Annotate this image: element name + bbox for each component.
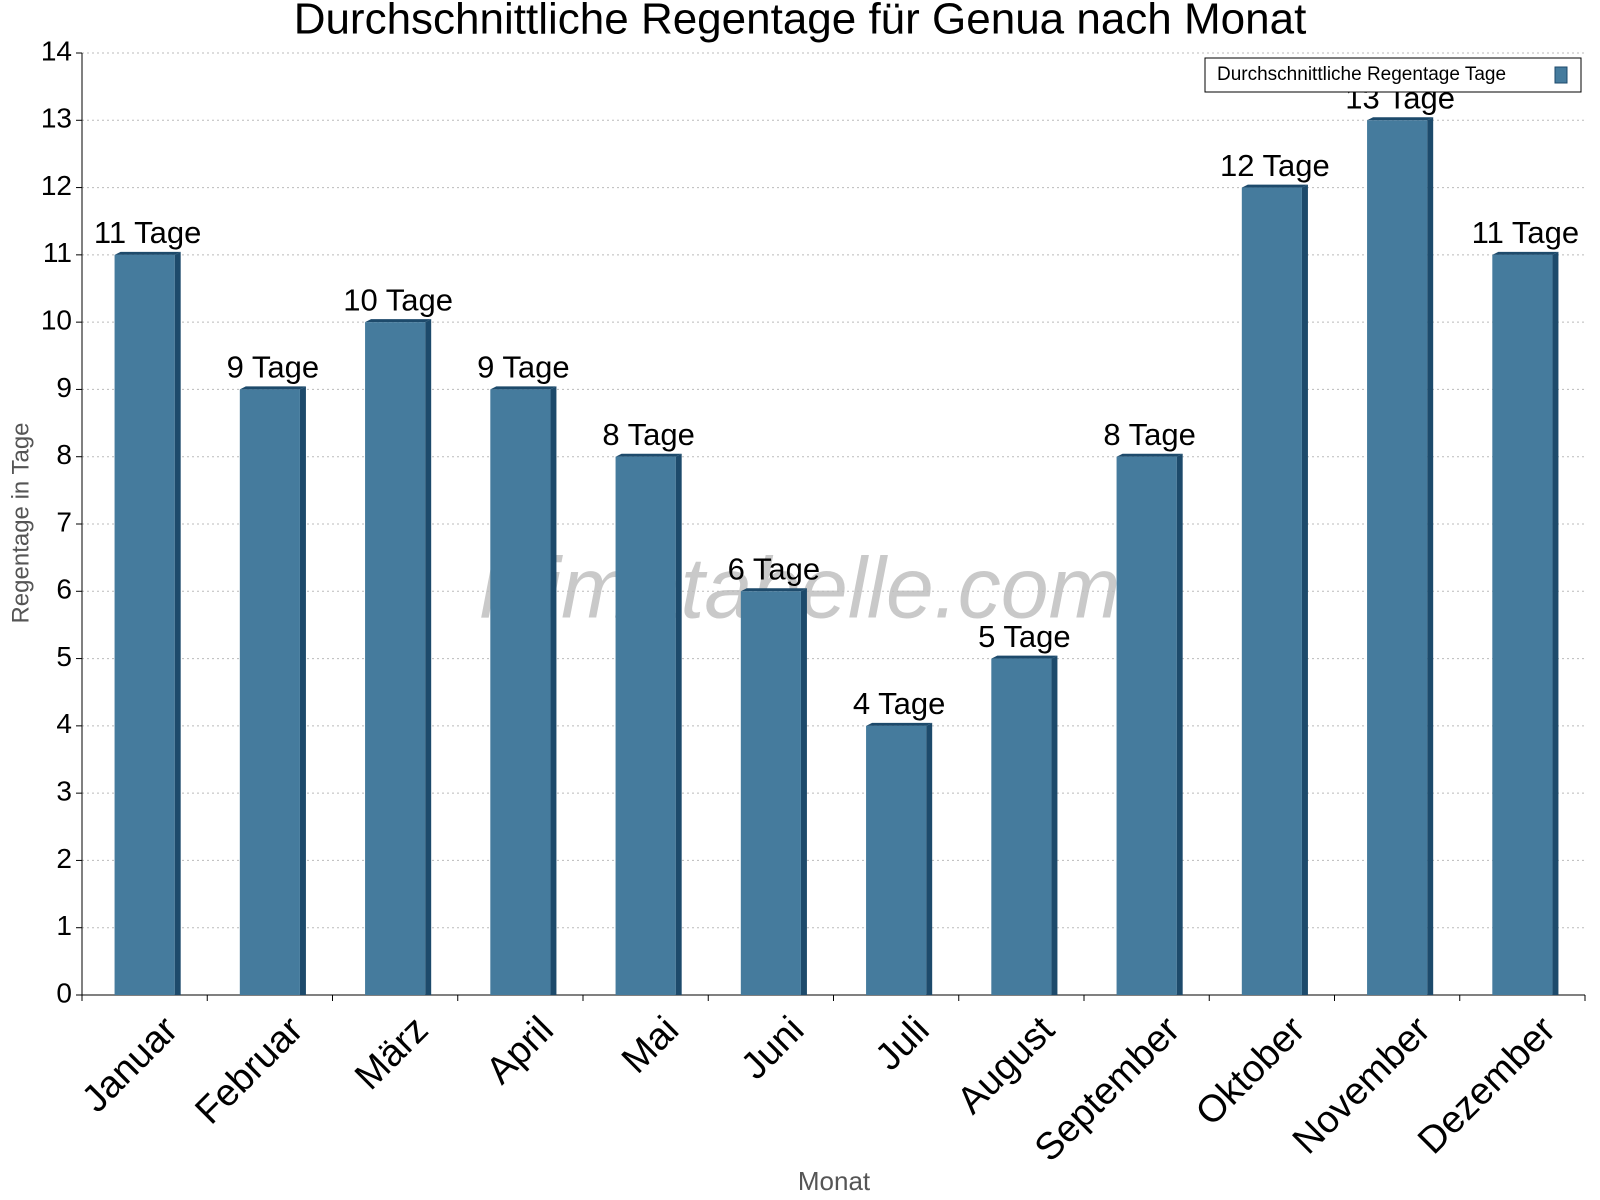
y-tick-label: 11 bbox=[43, 237, 72, 268]
bar-top bbox=[490, 386, 557, 390]
bar-top bbox=[866, 722, 933, 726]
y-axis-label: Regentage in Tage bbox=[7, 422, 34, 623]
bar-top bbox=[1492, 251, 1559, 255]
data-label: 10 Tage bbox=[343, 282, 453, 317]
bar bbox=[866, 725, 927, 995]
legend-box bbox=[1204, 57, 1582, 93]
bar bbox=[1241, 187, 1302, 996]
x-tick-label: Januar bbox=[74, 1009, 186, 1121]
bar-side bbox=[1301, 184, 1308, 996]
x-axis-label: Monat bbox=[798, 1166, 871, 1196]
y-tick-label: 1 bbox=[56, 910, 72, 941]
data-label: 11 Tage bbox=[1472, 215, 1579, 250]
legend-label: Durchschnittliche Regentage Tage bbox=[1217, 64, 1506, 85]
bar-top bbox=[114, 251, 181, 255]
y-tick-label: 6 bbox=[56, 574, 72, 605]
bar bbox=[114, 254, 175, 995]
bar bbox=[239, 389, 300, 995]
data-label: 8 Tage bbox=[602, 417, 695, 452]
y-tick-label: 7 bbox=[56, 506, 72, 537]
bar bbox=[1116, 456, 1177, 995]
x-tick-label: August bbox=[949, 1008, 1063, 1122]
y-tick-label: 9 bbox=[56, 372, 72, 403]
x-tick-label: April bbox=[478, 1009, 561, 1092]
x-tick-label: Dezember bbox=[1410, 1009, 1564, 1163]
bar-side bbox=[1176, 453, 1183, 995]
bar-side bbox=[174, 251, 181, 995]
bar-top bbox=[1116, 453, 1183, 457]
y-tick-label: 10 bbox=[41, 305, 72, 336]
bar-top bbox=[991, 655, 1058, 659]
x-tick-label: Juni bbox=[733, 1009, 812, 1088]
y-tick-label: 12 bbox=[41, 170, 72, 201]
x-tick-label: Februar bbox=[188, 1009, 312, 1133]
y-tick-label: 2 bbox=[56, 843, 72, 874]
legend-swatch bbox=[1554, 66, 1568, 84]
bar-side bbox=[550, 386, 557, 995]
bar bbox=[365, 322, 426, 996]
data-label: 9 Tage bbox=[477, 350, 570, 385]
bar-side bbox=[299, 386, 306, 995]
data-label: 8 Tage bbox=[1103, 417, 1196, 452]
data-label: 9 Tage bbox=[227, 350, 320, 385]
data-label: 12 Tage bbox=[1220, 148, 1330, 183]
x-tick-label: Juli bbox=[868, 1009, 938, 1079]
data-label: 5 Tage bbox=[978, 619, 1071, 654]
bar-top bbox=[365, 319, 432, 323]
y-tick-label: 5 bbox=[56, 641, 72, 672]
bar-side bbox=[1051, 655, 1058, 995]
bar-side bbox=[800, 588, 807, 995]
bar bbox=[1367, 120, 1428, 996]
bar-side bbox=[1427, 117, 1434, 996]
bar bbox=[1492, 254, 1553, 995]
bar-top bbox=[740, 588, 807, 592]
x-tick-label: Oktober bbox=[1188, 1009, 1314, 1135]
bar-top bbox=[239, 386, 306, 390]
bar-side bbox=[675, 453, 682, 995]
bar bbox=[615, 456, 676, 995]
y-tick-label: 14 bbox=[41, 35, 72, 66]
y-tick-label: 8 bbox=[56, 439, 72, 470]
bar-side bbox=[1552, 251, 1559, 995]
bar-side bbox=[425, 319, 432, 996]
y-tick-label: 13 bbox=[41, 103, 72, 134]
data-label: 6 Tage bbox=[728, 551, 821, 586]
y-tick-label: 0 bbox=[56, 977, 72, 1008]
bar-top bbox=[1241, 184, 1308, 188]
y-tick-label: 3 bbox=[56, 776, 72, 807]
bar-top bbox=[1367, 117, 1434, 121]
chart-title: Durchschnittliche Regentage für Genua na… bbox=[294, 0, 1307, 44]
data-label: 4 Tage bbox=[853, 686, 946, 721]
bar bbox=[490, 389, 551, 995]
bar bbox=[740, 591, 801, 995]
bar-side bbox=[926, 722, 933, 995]
y-tick-label: 4 bbox=[56, 708, 72, 739]
x-tick-label: März bbox=[347, 1009, 436, 1098]
x-tick-label: Mai bbox=[614, 1009, 687, 1082]
data-label: 11 Tage bbox=[94, 215, 201, 250]
bar-top bbox=[615, 453, 682, 457]
bar bbox=[991, 658, 1052, 995]
